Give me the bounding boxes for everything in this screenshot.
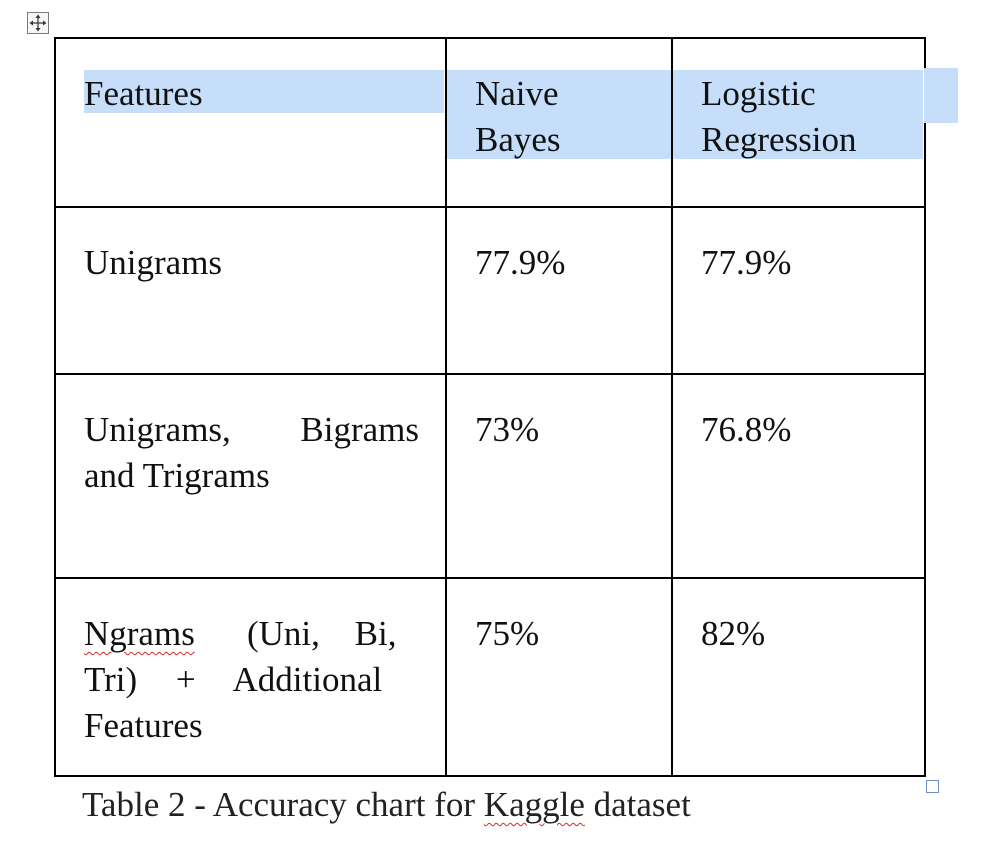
cell-logistic-regression[interactable]: 77.9%	[671, 206, 926, 375]
table-row: Unigrams 77.9% 77.9%	[54, 206, 926, 375]
table-header-row: Features Naive Bayes Logistic Regression	[54, 37, 926, 208]
feature-line1: Unigrams, Bigrams	[84, 410, 419, 449]
cell-logistic-regression[interactable]: 82%	[671, 577, 926, 777]
selection-highlight	[84, 70, 444, 113]
header-logistic-line1: Logistic	[701, 74, 816, 113]
cell-feature[interactable]: Unigrams, Bigrams and Trigrams	[54, 373, 447, 579]
accuracy-table: Features Naive Bayes Logistic Regression…	[54, 37, 926, 777]
feature-line3: Features	[84, 706, 203, 745]
cell-feature[interactable]: Ngrams (Uni, Bi, Tri) + Additional Featu…	[54, 577, 447, 777]
selection-highlight	[447, 70, 671, 159]
header-cell-features[interactable]: Features	[54, 37, 447, 208]
logistic-regression-value: 77.9%	[701, 243, 792, 282]
feature-line2: Tri) + Additional	[84, 657, 419, 703]
cell-naive-bayes[interactable]: 73%	[445, 373, 673, 579]
feature-line2-text: Tri) + Additional	[84, 660, 383, 699]
naive-bayes-value: 77.9%	[475, 243, 566, 282]
caption-misspelled-word: Kaggle	[483, 785, 585, 824]
header-logistic-line2: Regression	[701, 120, 857, 159]
table-resize-handle-icon[interactable]	[926, 780, 939, 793]
feature-line1-rest: (Uni, Bi,	[247, 611, 419, 657]
table-caption: Table 2 - Accuracy chart for Kaggle data…	[82, 782, 691, 828]
logistic-regression-value: 76.8%	[701, 410, 792, 449]
cell-logistic-regression[interactable]: 76.8%	[671, 373, 926, 579]
header-features-label: Features	[84, 74, 203, 113]
header-cell-logistic-regression[interactable]: Logistic Regression	[671, 37, 926, 208]
feature-unigrams: Unigrams	[84, 243, 223, 282]
naive-bayes-value: 73%	[475, 410, 540, 449]
cell-naive-bayes[interactable]: 77.9%	[445, 206, 673, 375]
table-row: Ngrams (Uni, Bi, Tri) + Additional Featu…	[54, 577, 926, 777]
feature-line1-rest-text: (Uni, Bi,	[247, 614, 397, 653]
header-cell-naive-bayes[interactable]: Naive Bayes	[445, 37, 673, 208]
selection-highlight	[673, 70, 923, 159]
four-way-arrow-icon	[29, 14, 47, 32]
header-naive-line2: Bayes	[475, 120, 561, 159]
selection-highlight-overflow	[924, 68, 958, 123]
cell-feature[interactable]: Unigrams	[54, 206, 447, 375]
cell-naive-bayes[interactable]: 75%	[445, 577, 673, 777]
naive-bayes-value: 75%	[475, 614, 540, 653]
logistic-regression-value: 82%	[701, 614, 766, 653]
caption-suffix: dataset	[584, 785, 691, 824]
misspelled-word: Ngrams	[84, 614, 195, 653]
header-naive-line1: Naive	[475, 74, 559, 113]
feature-line2: and Trigrams	[84, 456, 270, 495]
feature-line1: Ngrams (Uni, Bi,	[84, 611, 419, 657]
table-move-handle-icon[interactable]	[27, 12, 49, 34]
caption-prefix: Table 2 - Accuracy chart for	[82, 785, 484, 824]
table-row: Unigrams, Bigrams and Trigrams 73% 76.8%	[54, 373, 926, 579]
